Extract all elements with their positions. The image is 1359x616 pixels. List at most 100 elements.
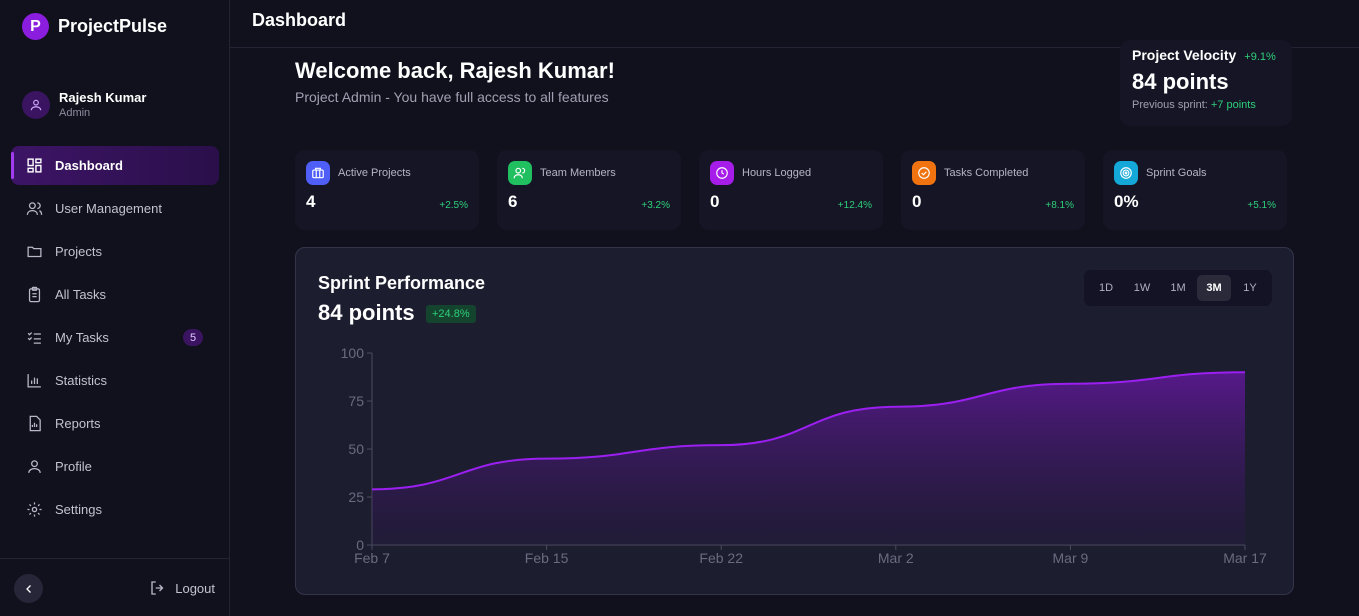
x-tick-label: Mar 9 bbox=[1053, 550, 1089, 566]
chart-value: 84 points bbox=[318, 300, 415, 325]
sidebar-item-label: User Management bbox=[55, 201, 162, 216]
stat-card-tasks-completed[interactable]: Tasks Completed 0 +8.1% bbox=[901, 150, 1085, 230]
sidebar-item-label: Settings bbox=[55, 502, 102, 517]
x-tick-label: Mar 2 bbox=[878, 550, 914, 566]
x-tick-label: Feb 15 bbox=[525, 550, 569, 566]
stat-card-hours-logged[interactable]: Hours Logged 0 +12.4% bbox=[699, 150, 883, 230]
stat-card-active-projects[interactable]: Active Projects 4 +2.5% bbox=[295, 150, 479, 230]
x-tick-label: Feb 7 bbox=[354, 550, 390, 566]
my-tasks-count-badge: 5 bbox=[183, 329, 203, 346]
folder-icon bbox=[25, 243, 43, 261]
range-tab-1m[interactable]: 1M bbox=[1170, 282, 1186, 294]
stat-change: +3.2% bbox=[641, 200, 670, 211]
welcome-subtitle: Project Admin - You have full access to … bbox=[295, 89, 609, 105]
sidebar-item-settings[interactable]: Settings bbox=[11, 490, 219, 529]
sidebar-item-label: All Tasks bbox=[55, 287, 107, 302]
sidebar-item-label: Statistics bbox=[55, 373, 108, 388]
stat-label: Active Projects bbox=[338, 167, 411, 179]
sidebar-item-all-tasks[interactable]: All Tasks bbox=[11, 275, 219, 314]
x-tick-label: Mar 17 bbox=[1223, 550, 1267, 566]
welcome-section: Welcome back, Rajesh Kumar! Project Admi… bbox=[295, 58, 615, 105]
chart-title: Sprint Performance bbox=[318, 273, 486, 293]
sidebar-item-label: My Tasks bbox=[55, 330, 109, 345]
stat-label: Tasks Completed bbox=[944, 167, 1029, 179]
y-tick-label: 0 bbox=[356, 537, 364, 553]
user-profile[interactable]: Rajesh Kumar Admin bbox=[22, 90, 146, 119]
user-icon bbox=[30, 99, 42, 110]
checklist-icon bbox=[25, 329, 43, 347]
brand-logo: P bbox=[22, 13, 49, 40]
stat-change: +5.1% bbox=[1247, 200, 1276, 211]
stat-label: Hours Logged bbox=[742, 167, 812, 179]
stat-value: 0 bbox=[710, 192, 720, 211]
logout-label: Logout bbox=[175, 580, 215, 596]
stat-change: +8.1% bbox=[1045, 200, 1074, 211]
series-line bbox=[371, 371, 1246, 491]
sidebar-item-profile[interactable]: Profile bbox=[11, 447, 219, 486]
sidebar-item-label: Dashboard bbox=[55, 158, 123, 173]
area-fill bbox=[372, 372, 1245, 545]
sidebar-item-label: Profile bbox=[55, 459, 92, 474]
y-tick-label: 25 bbox=[348, 489, 364, 505]
avatar bbox=[22, 90, 50, 119]
brand-name: ProjectPulse bbox=[58, 16, 168, 36]
user-role: Admin bbox=[59, 107, 91, 119]
collapse-sidebar-button[interactable] bbox=[14, 574, 43, 603]
briefcase-icon bbox=[306, 161, 330, 185]
stat-value: 0% bbox=[1114, 192, 1139, 211]
stat-card-team-members[interactable]: Team Members 6 +3.2% bbox=[497, 150, 681, 230]
users-icon bbox=[508, 161, 532, 185]
dashboard-icon bbox=[25, 157, 43, 175]
brand[interactable]: P ProjectPulse bbox=[22, 13, 167, 40]
stat-card-sprint-goals[interactable]: Sprint Goals 0% +5.1% bbox=[1103, 150, 1287, 230]
velocity-previous: Previous sprint: +7 points bbox=[1132, 99, 1280, 111]
range-tab-1y[interactable]: 1Y bbox=[1243, 282, 1257, 294]
stat-change: +12.4% bbox=[837, 200, 872, 211]
sidebar-item-user-management[interactable]: User Management bbox=[11, 189, 219, 228]
sidebar-item-statistics[interactable]: Statistics bbox=[11, 361, 219, 400]
sidebar-item-reports[interactable]: Reports bbox=[11, 404, 219, 443]
project-velocity-card: Project Velocity +9.1% 84 points Previou… bbox=[1120, 40, 1292, 126]
range-tab-3m[interactable]: 3M bbox=[1197, 275, 1231, 301]
users-icon bbox=[25, 200, 43, 218]
sidebar-nav: Dashboard User Management Projects All T… bbox=[11, 146, 219, 533]
velocity-previous-change: +7 points bbox=[1210, 99, 1256, 111]
stat-value: 4 bbox=[306, 192, 316, 211]
x-tick-label: Feb 22 bbox=[699, 550, 743, 566]
sprint-performance-chart: 0 25 50 75 100 Feb 7 Feb 15 Feb 22 Mar 2 Mar 9 Mar… bbox=[341, 345, 1267, 566]
sidebar-item-label: Reports bbox=[55, 416, 101, 431]
y-tick-label: 50 bbox=[348, 441, 364, 457]
stat-label: Sprint Goals bbox=[1146, 167, 1207, 179]
gear-icon bbox=[25, 501, 43, 519]
velocity-value: 84 points bbox=[1132, 69, 1229, 94]
report-icon bbox=[25, 415, 43, 433]
bar-chart-icon bbox=[25, 372, 43, 390]
sidebar: P ProjectPulse Rajesh Kumar Admin Dashbo… bbox=[0, 0, 230, 616]
clipboard-icon bbox=[25, 286, 43, 304]
stat-change: +2.5% bbox=[439, 200, 468, 211]
sidebar-item-projects[interactable]: Projects bbox=[11, 232, 219, 271]
target-icon bbox=[1114, 161, 1138, 185]
sidebar-item-dashboard[interactable]: Dashboard bbox=[11, 146, 219, 185]
clock-icon bbox=[710, 161, 734, 185]
user-name: Rajesh Kumar bbox=[59, 90, 147, 105]
sidebar-item-my-tasks[interactable]: My Tasks 5 bbox=[11, 318, 219, 357]
sidebar-footer: Logout bbox=[0, 558, 229, 616]
velocity-title: Project Velocity bbox=[1132, 47, 1237, 63]
page-title: Dashboard bbox=[252, 10, 347, 30]
logout-icon bbox=[151, 581, 164, 595]
check-circle-icon bbox=[912, 161, 936, 185]
velocity-previous-label: Previous sprint: bbox=[1132, 99, 1208, 111]
chevron-left-icon bbox=[25, 584, 31, 593]
profile-icon bbox=[25, 458, 43, 476]
stat-value: 0 bbox=[912, 192, 922, 211]
stat-value: 6 bbox=[508, 192, 518, 211]
y-tick-label: 75 bbox=[348, 393, 364, 409]
range-tab-1w[interactable]: 1W bbox=[1133, 282, 1151, 294]
logout-button[interactable]: Logout bbox=[149, 579, 215, 597]
sidebar-item-label: Projects bbox=[55, 244, 102, 259]
stat-label: Team Members bbox=[540, 167, 616, 179]
time-range-tabs: 1D 1W 1M 3M 1Y bbox=[1084, 270, 1272, 306]
range-tab-1d[interactable]: 1D bbox=[1098, 282, 1114, 294]
velocity-change: +9.1% bbox=[1244, 51, 1276, 63]
